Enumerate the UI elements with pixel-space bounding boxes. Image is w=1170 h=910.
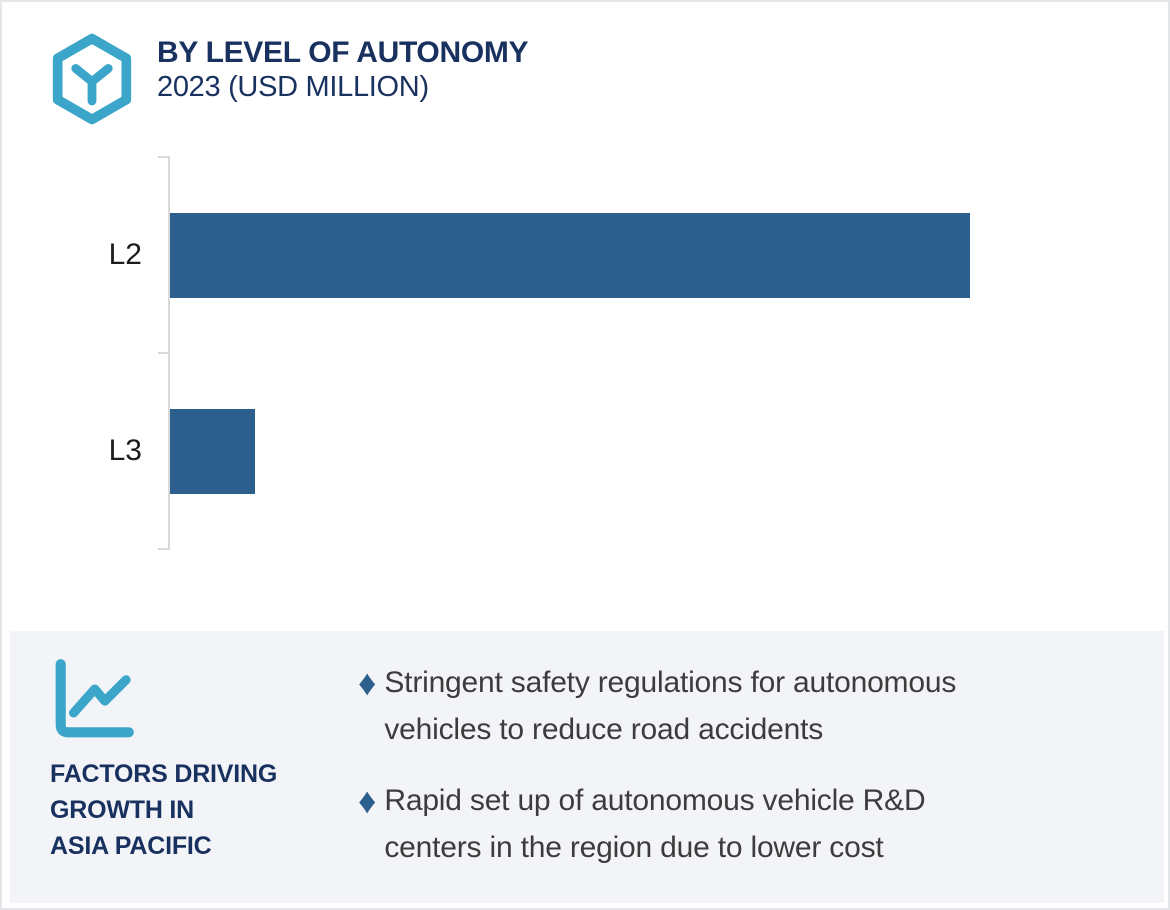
bullet-line: Stringent safety regulations for autonom…	[384, 666, 957, 699]
factors-title-line: GROWTH IN	[50, 796, 195, 824]
axis-tick	[158, 548, 170, 550]
bar	[170, 213, 970, 298]
chart-subtitle: 2023 (USD MILLION)	[157, 71, 429, 103]
bullet-list: ♦ Stringent safety regulations for auton…	[358, 659, 1118, 871]
axis-tick	[158, 156, 170, 158]
diamond-bullet-icon: ♦	[358, 780, 377, 821]
bullet-line: vehicles to reduce road accidents	[384, 713, 824, 746]
chart-title: BY LEVEL OF AUTONOMY	[157, 36, 529, 69]
bullet-text: Rapid set up of autonomous vehicle R&D c…	[384, 777, 925, 871]
bullet-line: centers in the region due to lower cost	[384, 831, 884, 864]
bullet-item: ♦ Rapid set up of autonomous vehicle R&D…	[358, 777, 1118, 871]
bullet-text: Stringent safety regulations for autonom…	[384, 659, 956, 753]
factors-title: FACTORS DRIVING GROWTH IN ASIA PACIFIC	[50, 756, 277, 864]
category-label-l2: L2	[108, 238, 142, 271]
factors-title-line: ASIA PACIFIC	[50, 832, 212, 860]
bullet-line: Rapid set up of autonomous vehicle R&D	[384, 784, 926, 817]
axis-tick	[158, 352, 170, 354]
hexagon-y-logo-icon	[52, 33, 132, 125]
line-chart-icon	[55, 659, 134, 738]
bullet-item: ♦ Stringent safety regulations for auton…	[358, 659, 1118, 753]
factors-title-line: FACTORS DRIVING	[50, 760, 278, 788]
bar	[170, 409, 255, 494]
factors-panel: FACTORS DRIVING GROWTH IN ASIA PACIFIC ♦…	[10, 631, 1164, 903]
chart-header: BY LEVEL OF AUTONOMY 2023 (USD MILLION)	[157, 35, 529, 105]
category-label-l3: L3	[108, 434, 142, 467]
diamond-bullet-icon: ♦	[358, 662, 377, 703]
